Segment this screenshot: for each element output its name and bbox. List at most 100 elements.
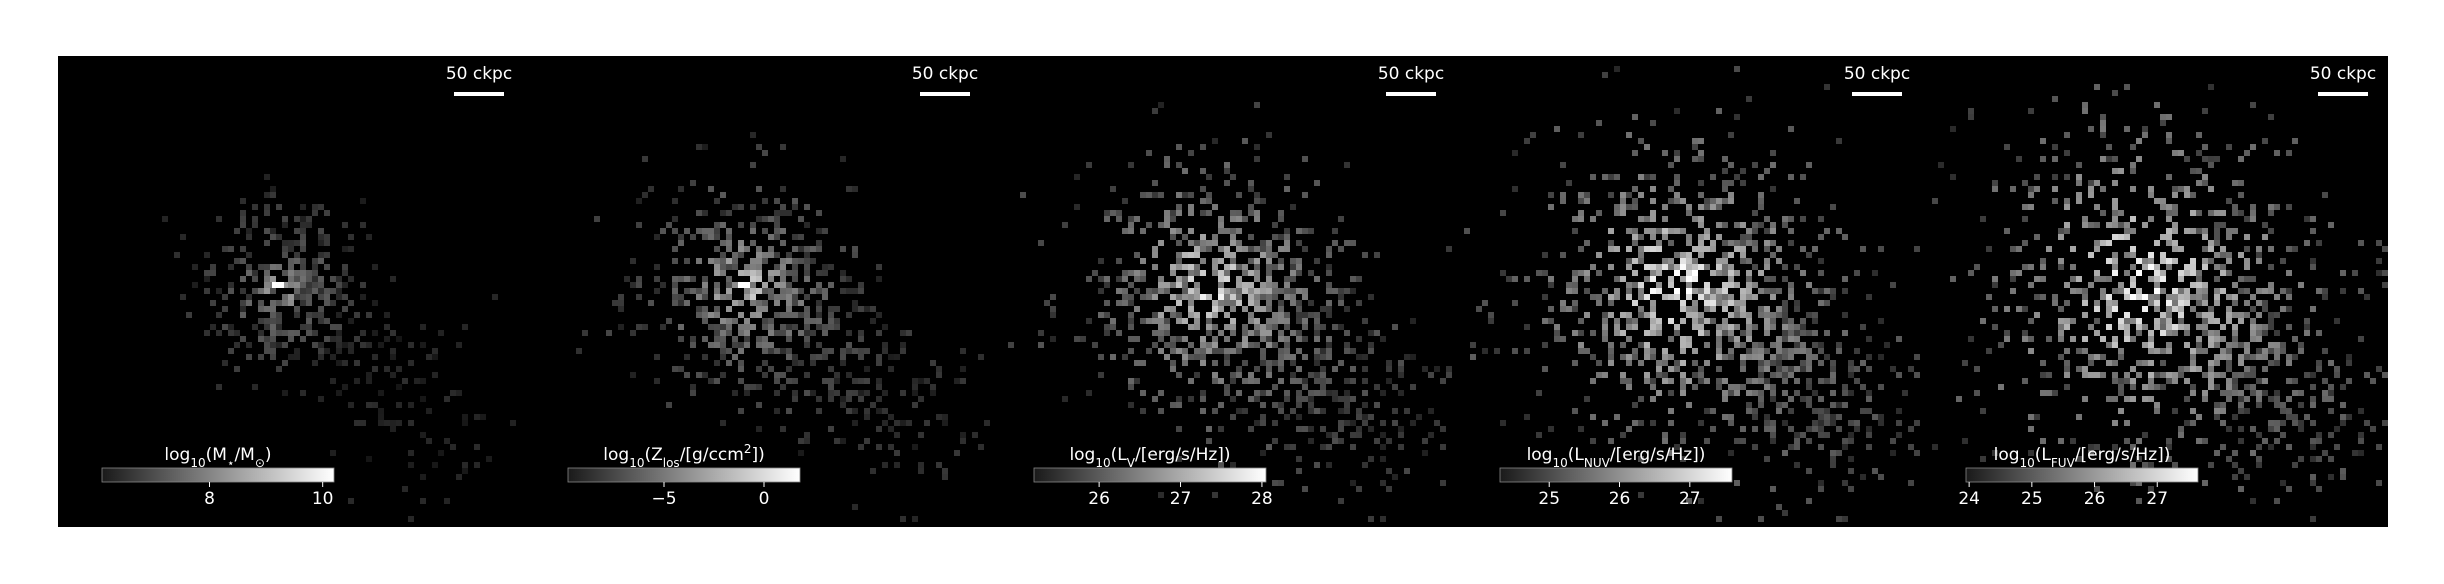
pixel — [786, 270, 792, 276]
pixel — [1260, 330, 1266, 336]
pixel — [2250, 294, 2256, 300]
pixel — [1818, 396, 1824, 402]
pixel — [1644, 378, 1650, 384]
pixel — [1764, 258, 1770, 264]
pixel — [1542, 270, 1548, 276]
pixel — [1242, 216, 1248, 222]
pixel — [1752, 282, 1758, 288]
pixel — [1644, 246, 1650, 252]
pixel — [1812, 312, 1818, 318]
pixel — [1650, 288, 1656, 294]
pixel — [1248, 282, 1254, 288]
pixel — [804, 204, 810, 210]
pixel — [1308, 228, 1314, 234]
pixel — [312, 282, 318, 288]
pixel — [858, 330, 864, 336]
pixel — [1092, 270, 1098, 276]
pixel — [1776, 504, 1782, 510]
pixel — [1656, 240, 1662, 246]
pixel — [2088, 360, 2094, 366]
pixel — [702, 336, 708, 342]
pixel — [744, 330, 750, 336]
pixel — [684, 300, 690, 306]
pixel — [1284, 294, 1290, 300]
pixel — [1224, 162, 1230, 168]
pixel — [2268, 282, 2274, 288]
pixel — [1368, 330, 1374, 336]
pixel — [2178, 270, 2184, 276]
pixel — [1278, 318, 1284, 324]
pixel — [1344, 402, 1350, 408]
pixel — [1758, 312, 1764, 318]
pixel — [2370, 378, 2376, 384]
pixel — [1230, 210, 1236, 216]
pixel — [1776, 402, 1782, 408]
pixel — [2196, 210, 2202, 216]
pixel — [1164, 288, 1170, 294]
pixel — [252, 216, 258, 222]
pixel — [1842, 516, 1848, 522]
pixel — [2274, 402, 2280, 408]
pixel — [684, 228, 690, 234]
pixel — [1788, 294, 1794, 300]
pixel — [2100, 210, 2106, 216]
pixel — [288, 258, 294, 264]
pixel — [2154, 372, 2160, 378]
pixel — [2334, 372, 2340, 378]
pixel — [1308, 270, 1314, 276]
pixel — [1386, 360, 1392, 366]
pixel — [2190, 294, 2196, 300]
pixel — [1704, 294, 1710, 300]
pixel — [2334, 426, 2340, 432]
pixel — [930, 390, 936, 396]
pixel — [726, 234, 732, 240]
pixel — [1830, 462, 1836, 468]
pixel — [1182, 282, 1188, 288]
pixel — [900, 330, 906, 336]
pixel — [2034, 276, 2040, 282]
pixel — [756, 252, 762, 258]
pixel — [2112, 306, 2118, 312]
pixel — [2106, 312, 2112, 318]
pixel — [1890, 450, 1896, 456]
pixel — [2112, 372, 2118, 378]
pixel — [240, 300, 246, 306]
pixel — [2358, 408, 2364, 414]
pixel — [816, 270, 822, 276]
pixel — [1350, 396, 1356, 402]
pixel — [2202, 156, 2208, 162]
pixel — [1662, 378, 1668, 384]
pixel — [1788, 372, 1794, 378]
pixel — [1386, 486, 1392, 492]
pixel — [2274, 348, 2280, 354]
pixel — [1230, 174, 1236, 180]
pixel — [2142, 342, 2148, 348]
colorbar — [101, 467, 335, 483]
pixel — [2232, 282, 2238, 288]
pixel — [2238, 318, 2244, 324]
pixel — [2178, 318, 2184, 324]
pixel — [438, 450, 444, 456]
pixel — [714, 342, 720, 348]
pixel — [900, 516, 906, 522]
pixel — [2004, 330, 2010, 336]
pixel — [714, 222, 720, 228]
pixel — [1140, 192, 1146, 198]
pixel — [1218, 330, 1224, 336]
pixel — [2226, 426, 2232, 432]
pixel — [1308, 438, 1314, 444]
pixel — [1722, 270, 1728, 276]
pixel — [252, 324, 258, 330]
pixel — [246, 270, 252, 276]
pixel — [1806, 378, 1812, 384]
pixel — [642, 156, 648, 162]
pixel — [1854, 378, 1860, 384]
pixel — [246, 228, 252, 234]
pixel — [2214, 336, 2220, 342]
pixel — [2202, 330, 2208, 336]
pixel — [1428, 372, 1434, 378]
pixel — [1992, 276, 1998, 282]
pixel — [804, 306, 810, 312]
pixel — [2214, 288, 2220, 294]
pixel — [1230, 306, 1236, 312]
